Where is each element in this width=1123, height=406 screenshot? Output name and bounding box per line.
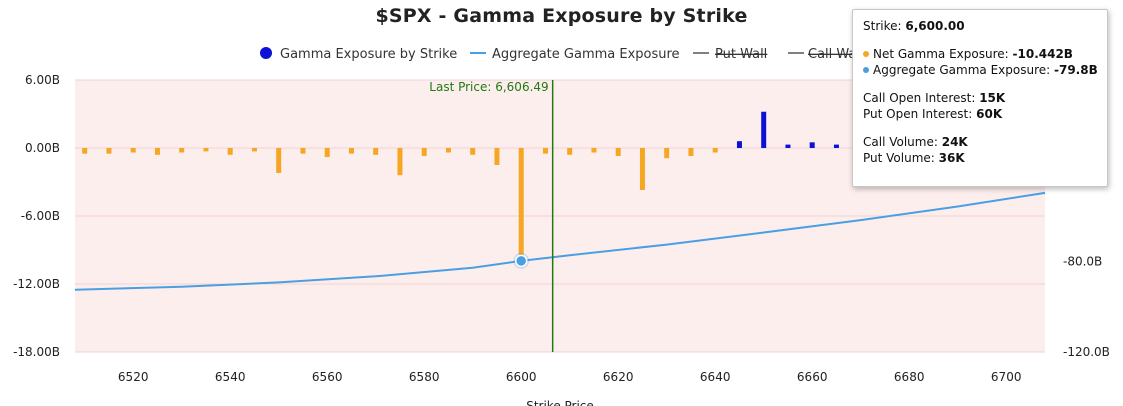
gamma-bar	[106, 148, 112, 154]
gamma-bar	[785, 144, 791, 148]
tooltip-agg-value: -79.8B	[1054, 63, 1098, 77]
x-tick-label: 6700	[991, 370, 1022, 384]
y-left-tick-label: 6.00B	[25, 73, 60, 87]
hover-tooltip: Strike: 6,600.00 Net Gamma Exposure: -10…	[852, 9, 1108, 187]
tooltip-agg-label: Aggregate Gamma Exposure:	[873, 63, 1051, 77]
tooltip-strike-row: Strike: 6,600.00	[863, 18, 1097, 34]
gamma-bar	[203, 148, 209, 152]
legend-item-call-wall: Call Wall	[808, 47, 864, 62]
highlight-point	[514, 254, 528, 268]
x-tick-label: 6620	[603, 370, 634, 384]
legend-bar-marker-icon	[260, 47, 272, 59]
gamma-bar	[736, 141, 742, 148]
y-left-tick-label: -12.00B	[13, 277, 60, 291]
x-tick-label: 6540	[215, 370, 246, 384]
gamma-bar	[591, 148, 597, 153]
gamma-bar	[470, 148, 476, 155]
x-tick-label: 6640	[700, 370, 731, 384]
gamma-bar	[179, 148, 185, 153]
x-tick-label: 6660	[797, 370, 828, 384]
gamma-bar	[251, 148, 257, 152]
tooltip-put-vol-label: Put Volume:	[863, 151, 935, 165]
legend-item-aggregate: Aggregate Gamma Exposure	[492, 47, 680, 62]
gamma-bar	[227, 148, 233, 155]
bars-group	[82, 111, 839, 267]
gamma-bar	[348, 148, 354, 154]
gamma-bar	[518, 148, 524, 267]
tooltip-agg-row: Aggregate Gamma Exposure: -79.8B	[863, 62, 1098, 78]
last-price-group: Last Price: 6,606.49	[429, 80, 554, 352]
net-gamma-dot-icon	[863, 50, 869, 57]
tooltip-call-oi-row: Call Open Interest: 15K	[863, 90, 1097, 106]
tooltip-call-vol-value: 24K	[941, 135, 968, 149]
y-left-tick-label: -6.00B	[21, 209, 60, 223]
gamma-bar	[809, 142, 815, 148]
aggregate-gamma-line	[74, 191, 1046, 291]
gamma-bar	[421, 148, 427, 156]
x-tick-label: 6600	[506, 370, 537, 384]
tooltip-net-value: -10.442B	[1012, 47, 1073, 61]
tooltip-call-vol-row: Call Volume: 24K	[863, 134, 1097, 150]
aggregate-gamma-dot-icon	[863, 66, 869, 73]
x-tick-label: 6560	[312, 370, 343, 384]
gamma-bar	[494, 148, 500, 165]
y-left-tick-label: 0.00B	[25, 141, 60, 155]
gamma-bar	[300, 148, 306, 154]
tooltip-call-oi-value: 15K	[979, 91, 1006, 105]
gamma-bar	[397, 148, 403, 176]
aggregate-line-group	[74, 191, 1046, 291]
gamma-bar	[154, 148, 160, 155]
gamma-bar	[567, 148, 573, 155]
gamma-bar	[542, 148, 548, 154]
x-tick-label: 6520	[118, 370, 149, 384]
tooltip-strike-label: Strike:	[863, 19, 902, 33]
tooltip-put-oi-label: Put Open Interest:	[863, 107, 973, 121]
legend: Gamma Exposure by Strike Aggregate Gamma …	[260, 47, 864, 62]
x-tick-label: 6680	[894, 370, 925, 384]
chart-title: $SPX - Gamma Exposure by Strike	[375, 5, 748, 27]
gamma-bar	[445, 148, 451, 153]
tooltip-put-vol-row: Put Volume: 36K	[863, 150, 1097, 166]
gamma-bar	[664, 148, 670, 159]
legend-item-put-wall: Put Wall	[715, 47, 767, 62]
gamma-bar	[373, 148, 379, 155]
x-tick-label: 6580	[409, 370, 440, 384]
tooltip-put-oi-row: Put Open Interest: 60K	[863, 106, 1097, 122]
tooltip-net-label: Net Gamma Exposure:	[873, 47, 1009, 61]
gamma-bar	[761, 111, 767, 148]
tooltip-put-vol-value: 36K	[938, 151, 965, 165]
tooltip-call-oi-label: Call Open Interest:	[863, 91, 976, 105]
gamma-bar	[639, 148, 645, 190]
tooltip-call-vol-label: Call Volume:	[863, 135, 938, 149]
y-left-tick-label: -18.00B	[13, 345, 60, 359]
gamma-bar	[615, 148, 621, 156]
gamma-bar	[130, 148, 136, 153]
gamma-bar	[82, 148, 88, 154]
y-right-tick-label: -120.0B	[1063, 345, 1110, 359]
y-right-tick-label: -80.0B	[1063, 254, 1102, 268]
tooltip-net-row: Net Gamma Exposure: -10.442B	[863, 46, 1097, 62]
gamma-bar	[324, 148, 330, 158]
last-price-label: Last Price: 6,606.49	[429, 80, 548, 94]
x-axis-title: Strike Price	[526, 399, 594, 406]
gamma-bar	[688, 148, 694, 156]
legend-item-gamma-by-strike: Gamma Exposure by Strike	[280, 47, 457, 62]
gamma-bar	[833, 144, 839, 148]
gamma-bar	[276, 148, 282, 173]
tooltip-strike-value: 6,600.00	[905, 19, 965, 33]
tooltip-put-oi-value: 60K	[976, 107, 1003, 121]
gamma-bar	[712, 148, 718, 153]
